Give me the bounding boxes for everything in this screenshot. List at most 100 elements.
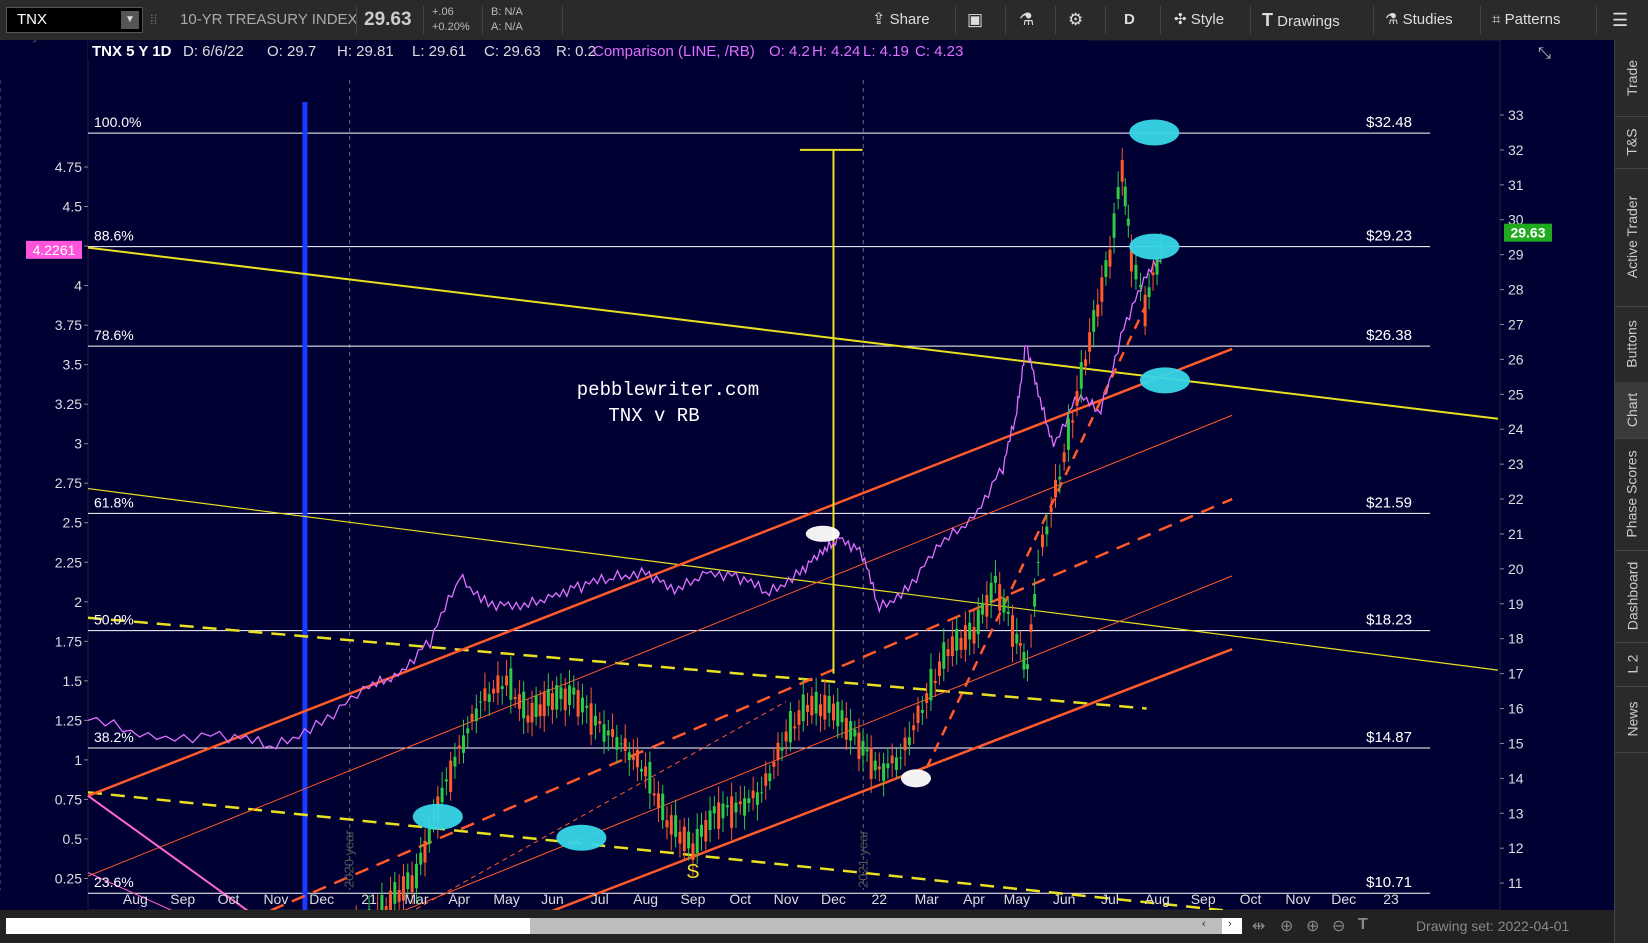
right-axis-label: 13 bbox=[1508, 805, 1524, 821]
x-axis-label: Apr bbox=[448, 891, 470, 907]
zoom-out-icon[interactable]: ⊖ bbox=[1332, 918, 1346, 935]
candle-body bbox=[682, 826, 686, 852]
candle-body bbox=[492, 688, 496, 694]
candle-body bbox=[920, 710, 924, 713]
candle-body bbox=[1036, 561, 1040, 563]
tab-t-s[interactable]: T&S bbox=[1615, 116, 1648, 169]
symbol-text: TNX bbox=[17, 11, 47, 28]
candle-body bbox=[602, 724, 606, 742]
price-chart[interactable]: 00.250.50.7511.251.51.7522.252.52.7533.2… bbox=[0, 28, 1614, 943]
chart-area[interactable]: 00.250.50.7511.251.51.7522.252.52.7533.2… bbox=[0, 28, 1614, 943]
candle-body bbox=[712, 806, 716, 814]
x-axis-label: Nov bbox=[1285, 891, 1310, 907]
drawing-set-label: Drawing set: 2022-04-01 bbox=[1416, 918, 1570, 934]
candle-body bbox=[925, 693, 929, 703]
candle-body bbox=[593, 715, 597, 726]
scrollbar-thumb[interactable] bbox=[530, 918, 1222, 934]
candle-body bbox=[470, 713, 474, 722]
left-axis-label: 1 bbox=[74, 752, 82, 768]
header-field: O: 4.2 bbox=[769, 43, 810, 60]
orange-thin-dashed bbox=[368, 701, 787, 936]
zoom-in-icon[interactable]: ⊕ bbox=[1306, 918, 1320, 935]
candle-body bbox=[704, 819, 708, 842]
tab-l-2[interactable]: L 2 bbox=[1615, 642, 1648, 687]
tab-active-trader[interactable]: Active Trader bbox=[1615, 168, 1648, 307]
separator bbox=[1055, 6, 1056, 34]
candle-body bbox=[555, 685, 559, 710]
right-axis-label: 14 bbox=[1508, 770, 1524, 786]
left-axis-label: 2.75 bbox=[55, 475, 82, 491]
tab-chart[interactable]: Chart bbox=[1615, 382, 1648, 439]
right-axis-label: 27 bbox=[1508, 316, 1524, 332]
gear-icon[interactable]: ⚙ bbox=[1068, 10, 1084, 29]
scroll-right-icon[interactable]: › bbox=[1228, 918, 1232, 930]
candle-body bbox=[743, 798, 747, 816]
candle-body bbox=[631, 754, 635, 760]
candle-body bbox=[861, 740, 865, 756]
scroll-left-icon[interactable]: ‹ bbox=[1202, 918, 1206, 930]
candle-body bbox=[760, 792, 764, 794]
crosshair-icon[interactable]: ⊕ bbox=[1280, 918, 1294, 935]
link-icon[interactable]: ⁞⁞ bbox=[150, 12, 158, 27]
right-axis-label: 31 bbox=[1508, 177, 1524, 193]
patterns-button[interactable]: ⌗ Patterns bbox=[1492, 0, 1561, 40]
orange-channel-upper bbox=[87, 347, 1233, 797]
orange-channel-inner bbox=[87, 414, 1233, 877]
studies-button[interactable]: ⚗ Studies bbox=[1385, 0, 1453, 40]
candle-body bbox=[656, 793, 660, 809]
x-axis-label: Jul bbox=[591, 891, 609, 907]
candle-body bbox=[695, 828, 699, 854]
header-field: TNX 5 Y 1D bbox=[92, 43, 172, 60]
candle-body bbox=[669, 815, 673, 835]
candle-body bbox=[1071, 420, 1075, 423]
chevron-down-icon[interactable]: ▼ bbox=[121, 11, 139, 29]
period-button[interactable]: D bbox=[1124, 11, 1135, 28]
left-axis-label: 3.75 bbox=[55, 317, 82, 333]
drawings-button[interactable]: T Drawings bbox=[1262, 0, 1340, 40]
right-axis-label: 24 bbox=[1508, 421, 1524, 437]
candle-body bbox=[509, 668, 513, 700]
left-axis-label: 3 bbox=[74, 436, 82, 452]
candle-body bbox=[615, 737, 619, 750]
left-axis-label: 4 bbox=[74, 278, 82, 294]
candle-body bbox=[877, 766, 881, 770]
candle-body bbox=[886, 763, 890, 769]
separator bbox=[1005, 6, 1006, 34]
x-axis-label: Oct bbox=[1240, 891, 1262, 907]
symbol-input[interactable]: TNX ▼ bbox=[6, 7, 143, 33]
menu-icon[interactable]: ☰ bbox=[1612, 10, 1629, 30]
style-icon: ✣ bbox=[1174, 11, 1187, 28]
candle-body bbox=[598, 721, 602, 724]
fib-percent-label: 23.6% bbox=[94, 874, 134, 890]
symbol-description: 10-YR TREASURY INDEX bbox=[180, 11, 358, 28]
candle-body bbox=[444, 779, 448, 782]
candle-body bbox=[580, 697, 584, 713]
header-field: C: 4.23 bbox=[915, 43, 963, 60]
candle-body bbox=[1096, 304, 1100, 317]
candle-body bbox=[1075, 391, 1079, 406]
flask-icon[interactable]: ⚗ bbox=[1019, 10, 1035, 29]
left-axis-label: 2 bbox=[74, 594, 82, 610]
left-axis-label: 1.75 bbox=[55, 633, 82, 649]
share-icon: ⇪ bbox=[872, 11, 886, 28]
candle-body bbox=[619, 743, 623, 745]
text-tool-icon[interactable]: T bbox=[1358, 916, 1368, 933]
tab-trade[interactable]: Trade bbox=[1615, 40, 1648, 117]
tab-buttons[interactable]: Buttons bbox=[1615, 306, 1648, 383]
time-scrollbar[interactable]: ‹ › bbox=[6, 918, 1242, 934]
candle-body bbox=[946, 649, 950, 657]
tab-dashboard[interactable]: Dashboard bbox=[1615, 550, 1648, 643]
candle-body bbox=[912, 725, 916, 731]
chart-grid-icon[interactable]: ▣ bbox=[967, 10, 984, 29]
candle-body bbox=[933, 680, 937, 684]
header-bg bbox=[88, 40, 1088, 60]
style-button[interactable]: ✣ Style bbox=[1174, 0, 1224, 40]
year-marker-label: 2022 year bbox=[0, 40, 58, 43]
scroll-arrows-icon[interactable]: ⇹ bbox=[1252, 918, 1266, 935]
share-button[interactable]: ⇪ Share bbox=[872, 0, 930, 40]
tab-news[interactable]: News bbox=[1615, 686, 1648, 753]
last-price: 29.63 bbox=[364, 9, 412, 30]
candle-body bbox=[929, 669, 933, 701]
candle-body bbox=[721, 803, 725, 819]
tab-phase-scores[interactable]: Phase Scores bbox=[1615, 438, 1648, 551]
